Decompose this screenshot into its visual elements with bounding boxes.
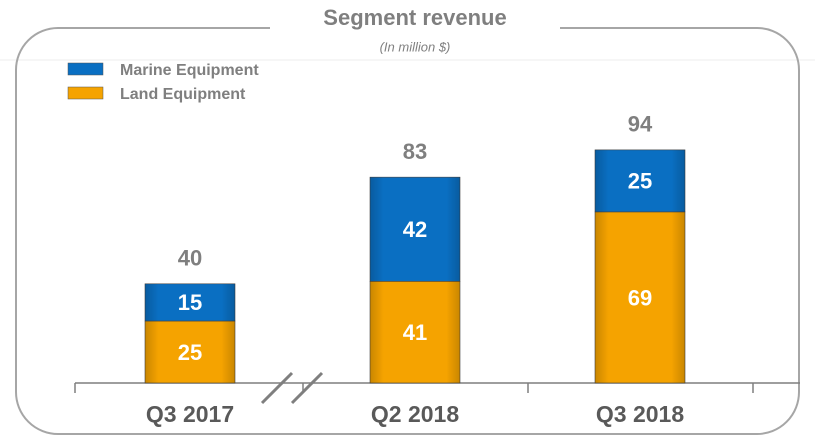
axis-break [260, 371, 294, 405]
segment-label: 15 [178, 290, 202, 315]
legend-label: Land Equipment [120, 86, 246, 103]
segment-label: 42 [403, 217, 427, 242]
x-tick-label: Q3 2017 [146, 401, 234, 427]
segment-label: 41 [403, 320, 427, 345]
segment-label: 25 [628, 169, 652, 194]
segment-label: 69 [628, 285, 652, 310]
bar-bevel [595, 211, 685, 383]
bar-bevel [145, 283, 235, 321]
legend-swatch [67, 86, 104, 100]
bar-bevel [370, 281, 460, 383]
x-tick-label: Q3 2018 [596, 401, 684, 427]
x-tick-label: Q2 2018 [371, 401, 459, 427]
chart-title: Segment revenue [323, 5, 506, 30]
segment-label: 25 [178, 340, 202, 365]
total-label: 83 [403, 139, 427, 164]
total-label: 40 [178, 246, 202, 271]
legend-label: Marine Equipment [120, 62, 259, 79]
chart-subtitle: (In million $) [380, 39, 451, 54]
bar-bevel [145, 321, 235, 383]
legend-swatch [67, 62, 104, 76]
bar-bevel [595, 149, 685, 212]
axis-break [290, 371, 324, 405]
bar-bevel [370, 177, 460, 282]
total-label: 94 [628, 112, 653, 137]
title-mask [270, 10, 560, 40]
